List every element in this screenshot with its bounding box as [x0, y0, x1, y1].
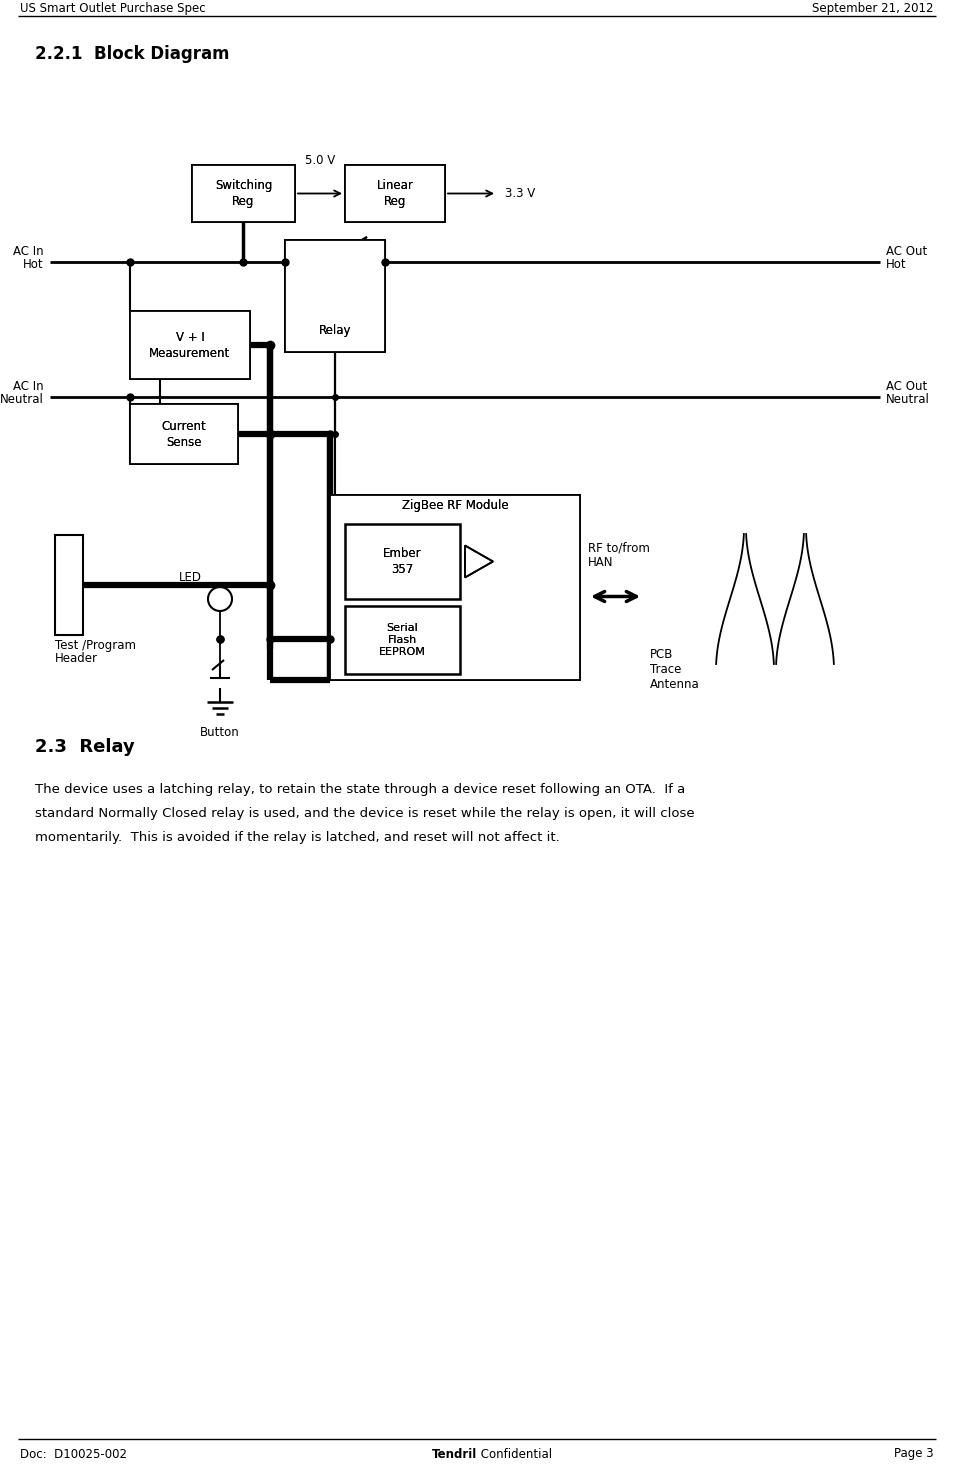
Text: Relay: Relay: [318, 323, 351, 336]
Text: PCB: PCB: [649, 648, 673, 661]
Text: Current
Sense: Current Sense: [161, 420, 206, 448]
Bar: [192, 165, 294, 222]
Bar: [130, 311, 250, 379]
Bar: [345, 165, 444, 222]
Bar: [345, 524, 459, 599]
Bar: [345, 607, 459, 674]
Text: AC In: AC In: [13, 244, 44, 257]
Bar: [192, 165, 294, 222]
Text: The device uses a latching relay, to retain the state through a device reset fol: The device uses a latching relay, to ret…: [35, 783, 684, 796]
Bar: [285, 239, 385, 353]
Text: 5.0 V: 5.0 V: [305, 153, 335, 166]
Text: Hot: Hot: [24, 257, 44, 270]
Bar: [130, 404, 237, 464]
Text: Tendril: Tendril: [432, 1447, 476, 1460]
Text: Doc:  D10025-002: Doc: D10025-002: [20, 1447, 127, 1460]
Bar: [130, 311, 250, 379]
Text: Neutral: Neutral: [0, 392, 44, 405]
Text: Linear
Reg: Linear Reg: [376, 179, 413, 209]
Text: LED: LED: [179, 570, 202, 583]
Text: Antenna: Antenna: [649, 677, 699, 690]
Text: momentarily.  This is avoided if the relay is latched, and reset will not affect: momentarily. This is avoided if the rela…: [35, 830, 559, 843]
Text: AC Out: AC Out: [885, 244, 926, 257]
Text: Serial
Flash
EEPROM: Serial Flash EEPROM: [378, 623, 425, 658]
Text: AC Out: AC Out: [885, 379, 926, 392]
Bar: [55, 535, 83, 635]
Text: Confidential: Confidential: [476, 1447, 552, 1460]
Text: Switching
Reg: Switching Reg: [214, 179, 272, 209]
Text: Linear
Reg: Linear Reg: [376, 179, 413, 209]
Bar: [330, 495, 579, 680]
Bar: [130, 404, 237, 464]
Text: 3.3 V: 3.3 V: [504, 187, 535, 200]
Text: Neutral: Neutral: [885, 392, 929, 405]
Text: V + I
Measurement: V + I Measurement: [150, 331, 231, 360]
Bar: [330, 495, 579, 680]
Text: Header: Header: [55, 651, 98, 664]
Bar: [345, 165, 444, 222]
Text: Current
Sense: Current Sense: [161, 420, 206, 448]
Text: RF to/from: RF to/from: [587, 541, 649, 554]
Text: Hot: Hot: [885, 257, 905, 270]
Text: ZigBee RF Module: ZigBee RF Module: [401, 498, 508, 511]
Text: standard Normally Closed relay is used, and the device is reset while the relay : standard Normally Closed relay is used, …: [35, 806, 694, 820]
Text: Switching
Reg: Switching Reg: [214, 179, 272, 209]
Text: Ember
357: Ember 357: [383, 546, 421, 576]
Bar: [345, 524, 459, 599]
Text: Page 3: Page 3: [893, 1447, 933, 1460]
Text: Test /Program: Test /Program: [55, 639, 136, 651]
Text: September 21, 2012: September 21, 2012: [812, 1, 933, 15]
Text: Button: Button: [200, 726, 239, 739]
Text: Ember
357: Ember 357: [383, 546, 421, 576]
Text: HAN: HAN: [587, 555, 613, 569]
Text: 2.2.1  Block Diagram: 2.2.1 Block Diagram: [35, 46, 230, 63]
Text: V + I
Measurement: V + I Measurement: [150, 331, 231, 360]
Text: Serial
Flash
EEPROM: Serial Flash EEPROM: [378, 623, 425, 658]
Text: Trace: Trace: [649, 663, 680, 676]
Text: ZigBee RF Module: ZigBee RF Module: [401, 498, 508, 511]
Text: 2.3  Relay: 2.3 Relay: [35, 737, 134, 757]
Bar: [345, 607, 459, 674]
Text: Relay: Relay: [318, 323, 351, 336]
Bar: [285, 239, 385, 353]
Text: AC In: AC In: [13, 379, 44, 392]
Text: US Smart Outlet Purchase Spec: US Smart Outlet Purchase Spec: [20, 1, 206, 15]
